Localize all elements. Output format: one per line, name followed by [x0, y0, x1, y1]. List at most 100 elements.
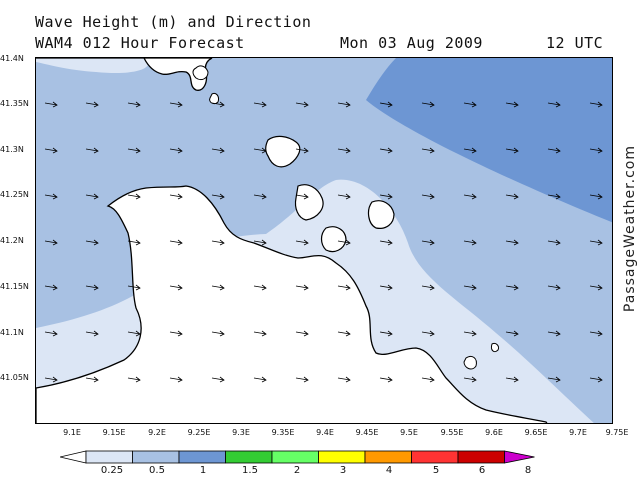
lon-label: 9.4E: [316, 428, 334, 437]
lon-label: 9.6E: [485, 428, 503, 437]
wave-arrow: [169, 193, 183, 200]
wave-arrow: [463, 330, 477, 337]
wave-arrow: [44, 147, 58, 154]
legend-label: 1.5: [242, 465, 258, 476]
wave-arrow: [505, 193, 519, 200]
lon-label: 9.7E: [569, 428, 587, 437]
wave-arrow: [127, 284, 141, 291]
wave-arrow: [505, 101, 519, 108]
forecast-time: 12 UTC: [546, 34, 604, 52]
wave-arrow: [211, 101, 225, 108]
wave-arrow: [211, 239, 225, 246]
wave-arrow: [589, 193, 603, 200]
legend-cell: [271, 450, 319, 464]
wave-arrow: [85, 239, 99, 246]
wave-arrow: [127, 101, 141, 108]
wave-arrow: [85, 147, 99, 154]
wave-arrow: [421, 101, 435, 108]
wave-arrow: [211, 284, 225, 291]
lat-label: 41.2N: [0, 236, 24, 245]
wave-arrow: [169, 239, 183, 246]
map-canvas: [36, 58, 612, 423]
wave-arrow: [295, 239, 309, 246]
lat-label: 41.4N: [0, 54, 24, 63]
wave-arrow: [547, 101, 561, 108]
legend-label: 8: [524, 465, 532, 476]
wave-arrow: [505, 239, 519, 246]
wave-arrow: [505, 147, 519, 154]
legend-label: 1: [199, 465, 207, 476]
lat-label: 41.05N: [0, 373, 29, 382]
wave-arrow: [337, 147, 351, 154]
wave-arrow: [169, 147, 183, 154]
wave-arrow: [253, 239, 267, 246]
wave-arrow: [211, 330, 225, 337]
wave-arrow: [421, 284, 435, 291]
wave-arrow: [85, 284, 99, 291]
wave-arrow: [421, 239, 435, 246]
wave-band-1-1.5: [366, 58, 612, 223]
wave-arrow: [295, 101, 309, 108]
wave-arrow: [337, 330, 351, 337]
wave-arrow: [421, 376, 435, 383]
lon-label: 9.25E: [187, 428, 211, 437]
islet-southeast: [463, 355, 477, 370]
wave-arrow: [379, 239, 393, 246]
legend-cell: [318, 450, 366, 464]
wave-arrow: [295, 284, 309, 291]
lat-label: 41.3N: [0, 145, 24, 154]
wave-band-0.25-0.5-north: [36, 58, 149, 74]
wave-arrow: [589, 330, 603, 337]
wave-direction-arrows: [44, 101, 603, 383]
forecast-model-label: WAM4 012 Hour Forecast: [35, 34, 245, 52]
lat-label: 41.15N: [0, 282, 29, 291]
wave-arrow: [169, 330, 183, 337]
credit-watermark: PassageWeather.com: [622, 145, 638, 313]
wave-arrow: [337, 193, 351, 200]
islet-north-b: [209, 93, 219, 105]
lon-label: 9.3E: [232, 428, 250, 437]
wave-arrow: [44, 101, 58, 108]
wave-arrow: [463, 376, 477, 383]
lat-label: 41.1N: [0, 328, 24, 337]
wave-arrow: [463, 193, 477, 200]
wave-arrow: [253, 376, 267, 383]
wave-arrow: [589, 101, 603, 108]
wave-arrow: [85, 330, 99, 337]
wave-arrow: [211, 376, 225, 383]
legend-cell: [85, 450, 133, 464]
legend-cell: [178, 450, 226, 464]
legend-label: 0.5: [149, 465, 165, 476]
wave-arrow: [463, 101, 477, 108]
lon-label: 9.5E: [400, 428, 418, 437]
wave-arrow: [589, 239, 603, 246]
wave-arrow: [547, 330, 561, 337]
lon-label: 9.65E: [524, 428, 548, 437]
legend-colorbar: [60, 450, 535, 464]
wave-arrow: [463, 239, 477, 246]
wave-arrow: [547, 284, 561, 291]
lat-label: 41.25N: [0, 190, 29, 199]
lon-label: 9.2E: [148, 428, 166, 437]
lon-label: 9.55E: [440, 428, 464, 437]
wave-arrow: [547, 147, 561, 154]
lon-label: 9.45E: [355, 428, 379, 437]
wave-arrow: [253, 330, 267, 337]
legend-label: 3: [339, 465, 347, 476]
wave-arrow: [295, 376, 309, 383]
legend-cell: [504, 450, 535, 464]
wave-arrow: [85, 193, 99, 200]
lon-label: 9.35E: [271, 428, 295, 437]
wave-arrow: [379, 101, 393, 108]
legend-cell: [132, 450, 180, 464]
lon-label: 9.75E: [605, 428, 629, 437]
wave-arrow: [295, 330, 309, 337]
wave-arrow: [463, 284, 477, 291]
islet-north-a: [192, 65, 209, 81]
island-east: [367, 200, 395, 229]
wave-arrow: [253, 193, 267, 200]
wave-arrow: [127, 147, 141, 154]
wave-arrow: [169, 101, 183, 108]
map-title: Wave Height (m) and Direction: [35, 13, 312, 31]
wave-arrow: [379, 147, 393, 154]
